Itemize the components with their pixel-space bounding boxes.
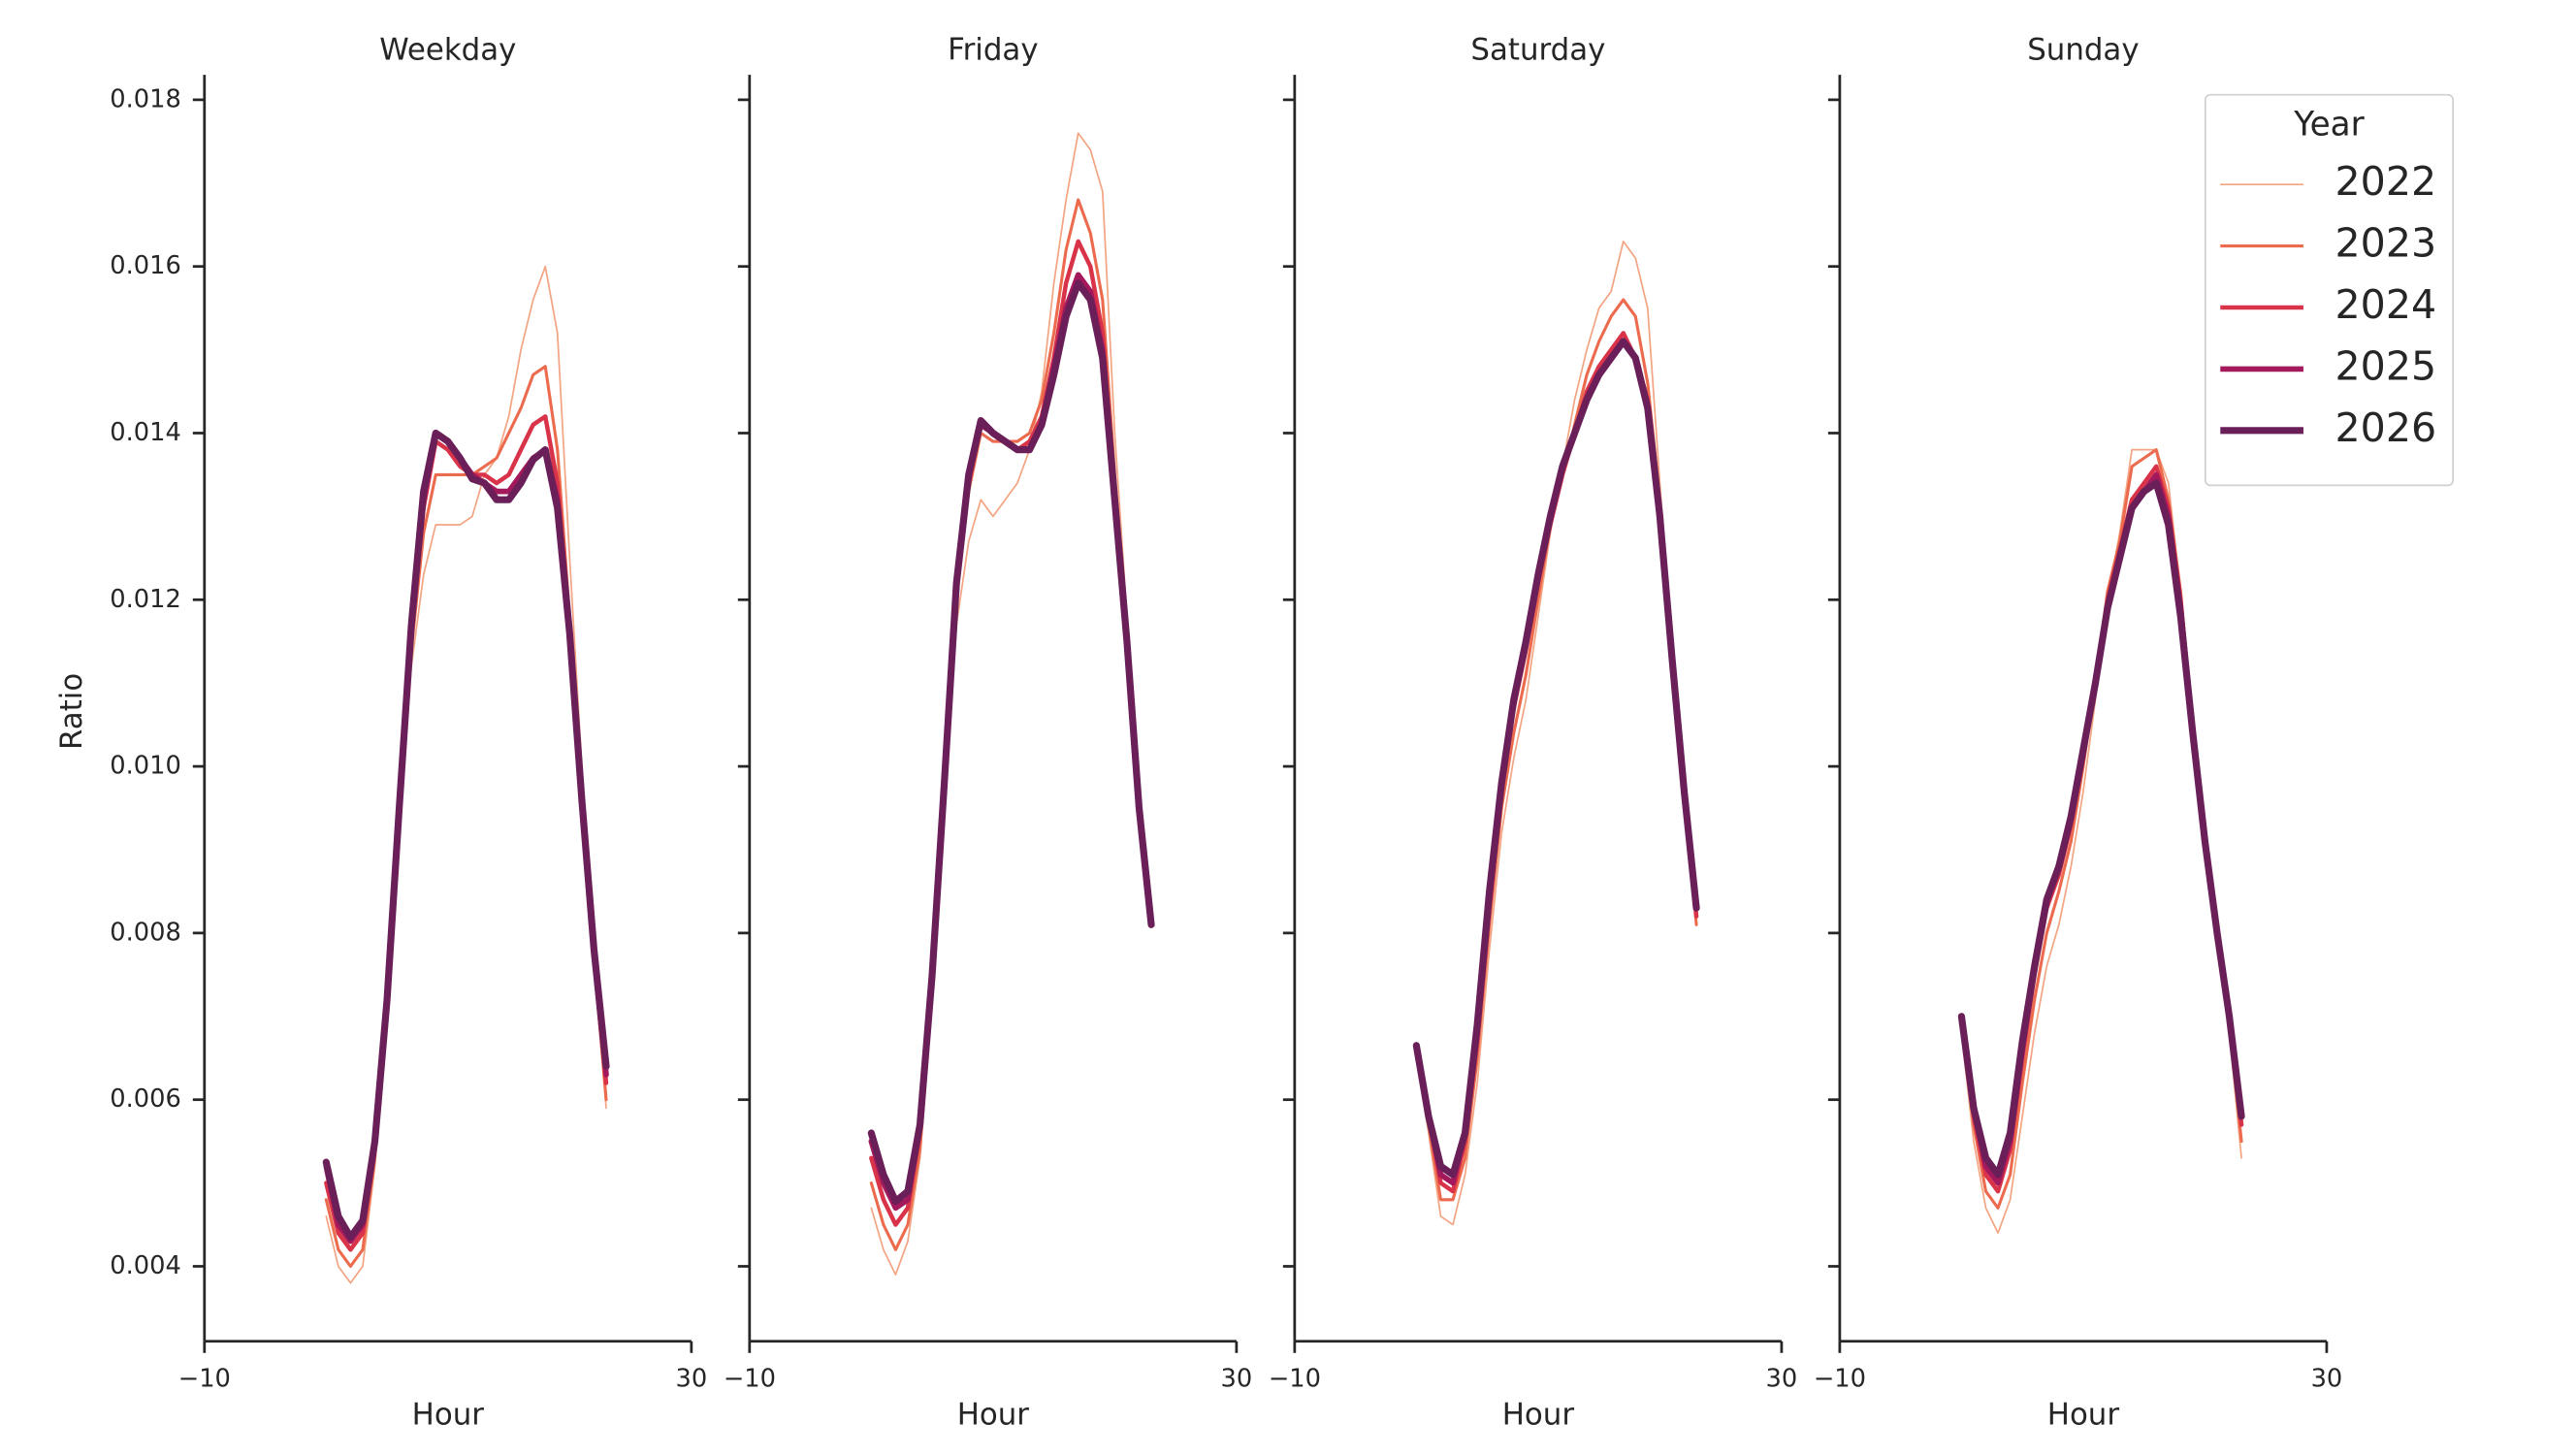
y-tick-label: 0.016: [110, 251, 181, 280]
line-series: [1959, 464, 2244, 1194]
line-series: [869, 198, 1153, 1251]
y-tick-label: 0.012: [110, 585, 181, 614]
x-tick-label: 30: [676, 1365, 708, 1394]
line-series: [324, 365, 608, 1269]
x-axis-label: Hour: [1502, 1397, 1575, 1432]
y-tick-label: 0.018: [110, 84, 181, 113]
legend-label: 2026: [2335, 404, 2437, 451]
line-series: [1957, 479, 2245, 1179]
line-series: [1959, 448, 2243, 1210]
line-series: [325, 265, 607, 1284]
y-tick-label: 0.006: [110, 1084, 181, 1114]
legend-label: 2024: [2335, 281, 2437, 328]
legend-title: Year: [2293, 106, 2365, 145]
line-series: [1958, 471, 2244, 1186]
legend-label: 2022: [2335, 158, 2437, 205]
y-tick-label: 0.008: [110, 918, 181, 947]
line-series: [1412, 338, 1700, 1179]
legend-label: 2023: [2335, 220, 2437, 267]
line-series: [1414, 298, 1698, 1202]
y-tick-label: 0.010: [110, 752, 181, 781]
line-series: [1415, 241, 1697, 1226]
y-axis-label: Ratio: [54, 673, 89, 750]
x-tick-label: −10: [1269, 1365, 1321, 1394]
legend-label: 2025: [2335, 342, 2437, 389]
y-tick-label: 0.004: [110, 1251, 181, 1280]
line-series: [322, 429, 610, 1242]
line-series: [1960, 448, 2242, 1234]
y-tick-label: 0.014: [110, 418, 181, 447]
panel-title: Weekday: [379, 33, 516, 68]
x-tick-label: 30: [1766, 1365, 1798, 1394]
panel-title: Friday: [948, 33, 1038, 68]
x-tick-label: 30: [2311, 1365, 2343, 1394]
x-axis-label: Hour: [957, 1397, 1030, 1432]
x-axis-label: Hour: [2047, 1397, 2120, 1432]
x-axis-label: Hour: [412, 1397, 485, 1432]
x-tick-label: −10: [724, 1365, 776, 1394]
x-tick-label: −10: [1814, 1365, 1866, 1394]
x-tick-label: −10: [178, 1365, 231, 1394]
x-tick-label: 30: [1221, 1365, 1253, 1394]
legend-box: [2204, 93, 2455, 487]
panel-title: Saturday: [1470, 33, 1605, 68]
panel-title: Sunday: [2027, 33, 2139, 68]
line-series: [870, 132, 1152, 1276]
line-series: [867, 279, 1155, 1206]
